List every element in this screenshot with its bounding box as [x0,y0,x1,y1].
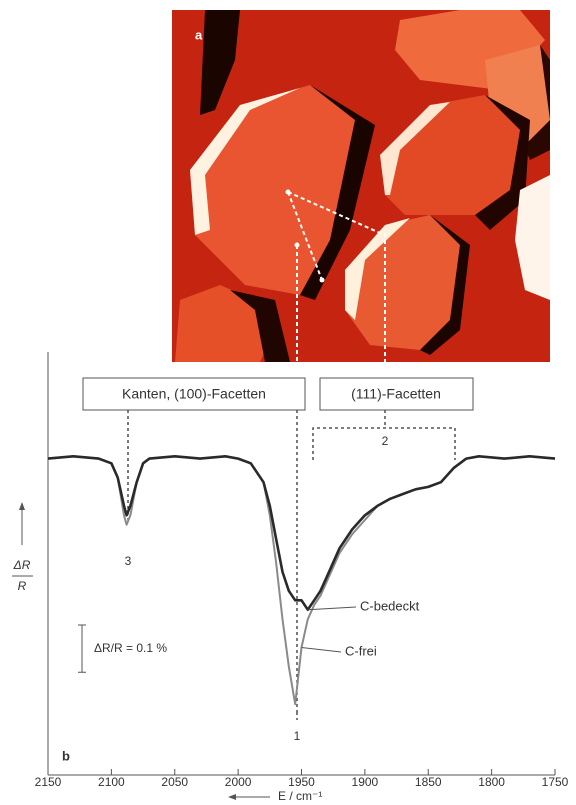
panel-label: a [195,27,203,42]
y-label: R [18,579,27,593]
axis-arrow [19,502,25,510]
annotation: Kanten, (100)-Facetten [122,386,266,402]
annotation: 1 [294,729,301,743]
scale-bar [78,624,86,673]
x-tick-label: 2000 [225,775,252,789]
stm-image [172,10,550,378]
x-tick-label: 1800 [478,775,505,789]
axis-arrow [228,794,236,800]
x-label: E / cm⁻¹ [278,789,322,803]
scale-bar-label: ΔR/R = 0.1 % [94,641,167,655]
series-label: C-frei [345,643,377,658]
y-label: ΔR [13,558,31,572]
x-tick-label: 2150 [35,775,62,789]
annotation: 3 [125,554,132,568]
series-label: C-bedeckt [360,598,420,613]
x-tick-label: 2100 [98,775,125,789]
x-tick-label: 2050 [161,775,188,789]
connector [312,410,456,460]
x-tick-label: 1900 [352,775,379,789]
leader [301,647,342,653]
leader [307,606,357,611]
label-box [82,377,306,411]
x-tick-label: 1850 [415,775,442,789]
x-tick-label: 1950 [288,775,315,789]
series-line [47,455,556,706]
series-line [47,455,556,611]
panel-label: b [62,748,70,763]
x-tick-label: 1750 [542,775,569,789]
annotation: 2 [382,434,389,448]
annotation: (111)-Facetten [351,386,441,402]
label-box [319,377,474,411]
